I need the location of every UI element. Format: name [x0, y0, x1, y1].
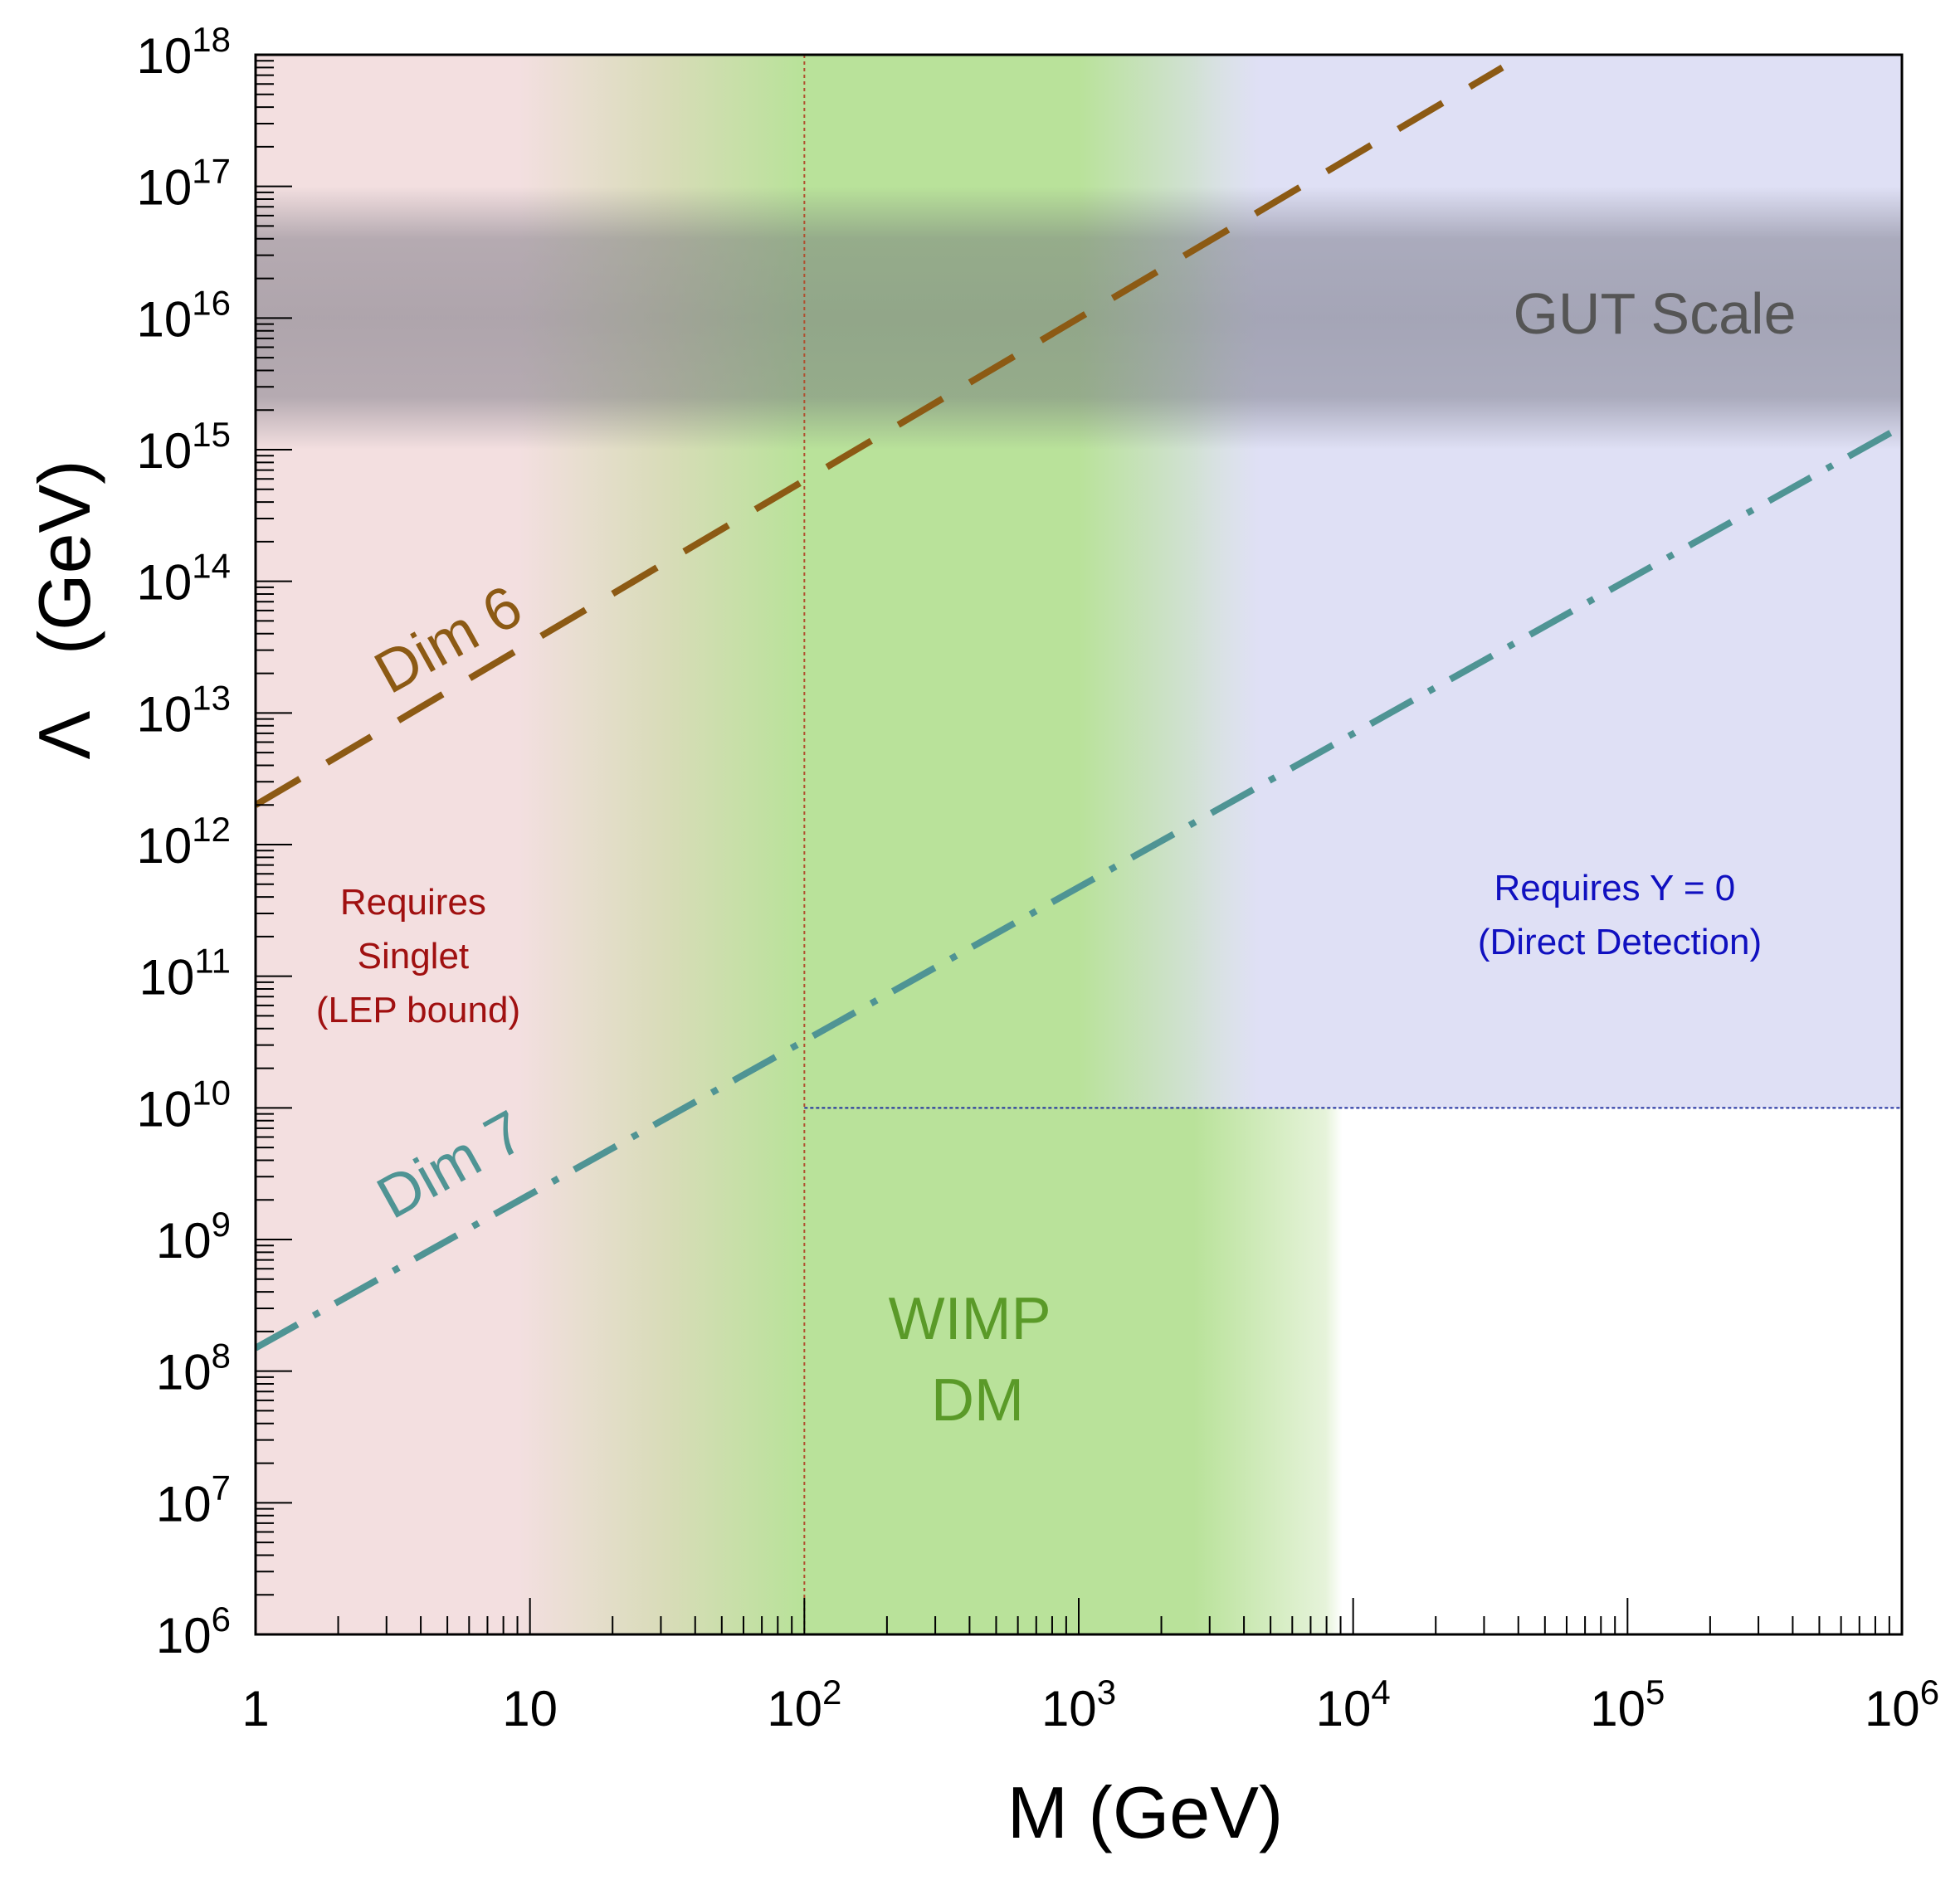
- y-axis-symbol: Λ: [23, 711, 105, 760]
- x-tick-label-exp: 3: [1097, 1673, 1116, 1712]
- direct-detection-label-line-2: (Direct Detection): [1478, 922, 1762, 962]
- x-tick-label-exp: 6: [1920, 1673, 1939, 1712]
- y-tick-label-exp: 7: [212, 1468, 231, 1507]
- y-tick-label: 107: [156, 1468, 231, 1532]
- y-tick-label-base: 10: [137, 160, 193, 216]
- x-tick-label-base: 1: [241, 1681, 269, 1736]
- y-tick-label: 1013: [137, 678, 231, 742]
- y-tick-label-exp: 11: [194, 942, 231, 981]
- wimp-dm-label-line-1: WIMP: [889, 1286, 1051, 1352]
- y-tick-label-base: 10: [139, 950, 195, 1006]
- y-tick-label-exp: 18: [192, 20, 231, 59]
- y-tick-label-base: 10: [156, 1608, 212, 1663]
- y-tick-label-base: 10: [137, 686, 193, 742]
- x-tick-label-base: 10: [767, 1681, 822, 1736]
- y-tick-label: 1014: [137, 547, 231, 611]
- x-tick-label: 10: [502, 1681, 558, 1736]
- y-tick-label-base: 10: [156, 1476, 212, 1532]
- y-tick-label: 108: [156, 1337, 231, 1400]
- y-tick-label-exp: 14: [192, 547, 231, 586]
- wimp-dm-label-line-2: DM: [931, 1367, 1024, 1434]
- x-tick-label-exp: 2: [822, 1673, 841, 1712]
- x-tick-label-base: 10: [1590, 1681, 1646, 1736]
- y-tick-label: 106: [156, 1600, 231, 1663]
- y-tick-label-exp: 15: [192, 415, 231, 454]
- y-tick-label-base: 10: [137, 423, 193, 479]
- y-axis-title: Λ (GeV): [23, 460, 105, 759]
- y-tick-label-base: 10: [137, 291, 193, 347]
- dim7-line: [256, 423, 1902, 1352]
- y-tick-label: 1012: [137, 810, 231, 874]
- svg-text:Λ (GeV): Λ (GeV): [23, 460, 105, 759]
- x-axis-title: M (GeV): [1007, 1771, 1283, 1853]
- y-tick-label: 1018: [137, 20, 231, 84]
- singlet-label-line-3: (LEP bound): [316, 990, 520, 1030]
- x-tick-label: 103: [1041, 1673, 1116, 1736]
- x-tick-labels: 1 10 102 103 104 105 106: [241, 1673, 1939, 1736]
- x-tick-label-exp: 5: [1646, 1673, 1665, 1712]
- x-tick-label-base: 10: [1865, 1681, 1920, 1736]
- y-axis-unit: (GeV): [23, 460, 105, 655]
- y-tick-label-exp: 8: [212, 1337, 231, 1376]
- y-tick-label: 1011: [139, 942, 231, 1006]
- y-tick-label-base: 10: [137, 818, 193, 874]
- y-tick-label-exp: 12: [192, 810, 231, 849]
- y-tick-label-base: 10: [156, 1213, 212, 1269]
- y-tick-label-exp: 16: [192, 283, 231, 322]
- y-tick-labels: 1061071081091010101110121013101410151016…: [137, 20, 231, 1663]
- y-tick-label: 109: [156, 1205, 231, 1269]
- y-tick-label-base: 10: [156, 1345, 212, 1400]
- singlet-label-line-1: Requires: [340, 882, 486, 923]
- x-tick-label: 102: [767, 1673, 841, 1736]
- y-tick-label: 1016: [137, 283, 231, 347]
- x-tick-label-base: 10: [502, 1681, 558, 1736]
- x-tick-label: 105: [1590, 1673, 1665, 1736]
- y-tick-label: 1017: [137, 152, 231, 216]
- singlet-label-line-2: Singlet: [358, 936, 470, 977]
- y-tick-label-exp: 17: [192, 152, 231, 191]
- direct-detection-label: Requires Y = 0 (Direct Detection): [1478, 868, 1762, 962]
- singlet-label: Requires Singlet (LEP bound): [316, 882, 520, 1030]
- wimp-dm-label: WIMP DM: [889, 1286, 1067, 1434]
- y-tick-label-exp: 6: [212, 1600, 231, 1639]
- x-tick-label: 1: [241, 1681, 269, 1736]
- y-tick-label: 1010: [137, 1073, 231, 1137]
- y-tick-label: 1015: [137, 415, 231, 479]
- dim6-line: [256, 64, 1504, 808]
- y-tick-label-base: 10: [137, 28, 193, 84]
- x-tick-label: 104: [1316, 1673, 1391, 1736]
- y-tick-label-exp: 13: [192, 678, 231, 717]
- x-tick-label-base: 10: [1316, 1681, 1372, 1736]
- gut-scale-label: GUT Scale: [1513, 281, 1796, 346]
- x-tick-label: 106: [1865, 1673, 1939, 1736]
- y-tick-label-exp: 9: [212, 1205, 231, 1244]
- plot-frame: [254, 53, 1904, 1636]
- x-tick-label-exp: 4: [1371, 1673, 1390, 1712]
- y-tick-label-base: 10: [137, 555, 193, 611]
- direct-detection-label-line-1: Requires Y = 0: [1494, 868, 1736, 908]
- plot-area: [256, 55, 1902, 1634]
- y-tick-label-base: 10: [137, 1081, 193, 1137]
- y-tick-label-exp: 10: [192, 1073, 231, 1112]
- x-tick-label-base: 10: [1041, 1681, 1097, 1736]
